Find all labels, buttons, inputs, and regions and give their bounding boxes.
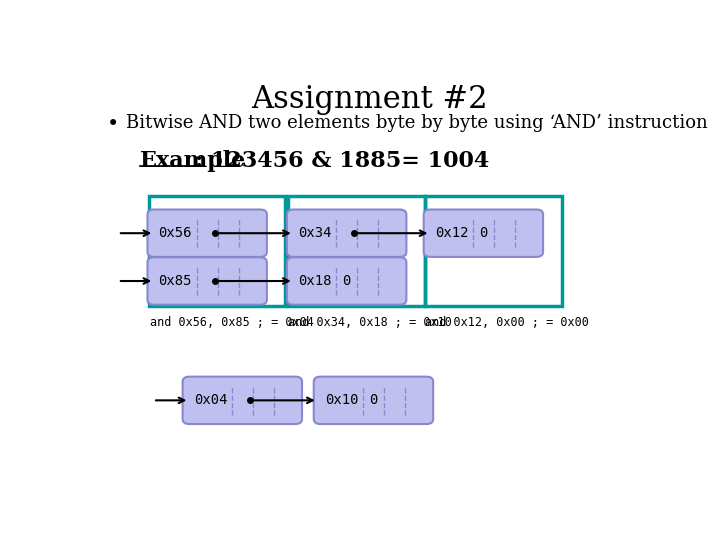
Text: and 0x12, 0x00 ; = 0x00: and 0x12, 0x00 ; = 0x00 xyxy=(425,316,589,329)
Text: 0: 0 xyxy=(343,274,351,288)
Bar xyxy=(288,196,425,306)
FancyBboxPatch shape xyxy=(423,210,543,257)
Text: and 0x56, 0x85 ; = 0x04: and 0x56, 0x85 ; = 0x04 xyxy=(150,316,314,329)
Bar xyxy=(148,196,285,306)
Text: 0: 0 xyxy=(369,393,378,407)
Bar xyxy=(425,196,562,306)
FancyBboxPatch shape xyxy=(287,210,406,257)
Text: Assignment #2: Assignment #2 xyxy=(251,84,487,114)
Text: 0x12: 0x12 xyxy=(435,226,468,240)
Text: 0x04: 0x04 xyxy=(194,393,228,407)
FancyBboxPatch shape xyxy=(314,377,433,424)
FancyBboxPatch shape xyxy=(183,377,302,424)
Text: •: • xyxy=(107,114,119,134)
Text: 0: 0 xyxy=(480,226,487,240)
Text: 0x18: 0x18 xyxy=(298,274,332,288)
Text: Example: Example xyxy=(140,150,246,172)
Text: and 0x34, 0x18 ; = 0x10: and 0x34, 0x18 ; = 0x10 xyxy=(288,316,452,329)
Text: 0x56: 0x56 xyxy=(158,226,192,240)
Text: Bitwise AND two elements byte by byte using ‘AND’ instruction: Bitwise AND two elements byte by byte us… xyxy=(126,114,708,132)
Text: : 123456 & 1885= 1004: : 123456 & 1885= 1004 xyxy=(195,150,490,172)
Text: 0x85: 0x85 xyxy=(158,274,192,288)
FancyBboxPatch shape xyxy=(287,258,406,305)
FancyBboxPatch shape xyxy=(148,258,267,305)
Text: 0x34: 0x34 xyxy=(298,226,332,240)
FancyBboxPatch shape xyxy=(148,210,267,257)
Text: 0x10: 0x10 xyxy=(325,393,359,407)
